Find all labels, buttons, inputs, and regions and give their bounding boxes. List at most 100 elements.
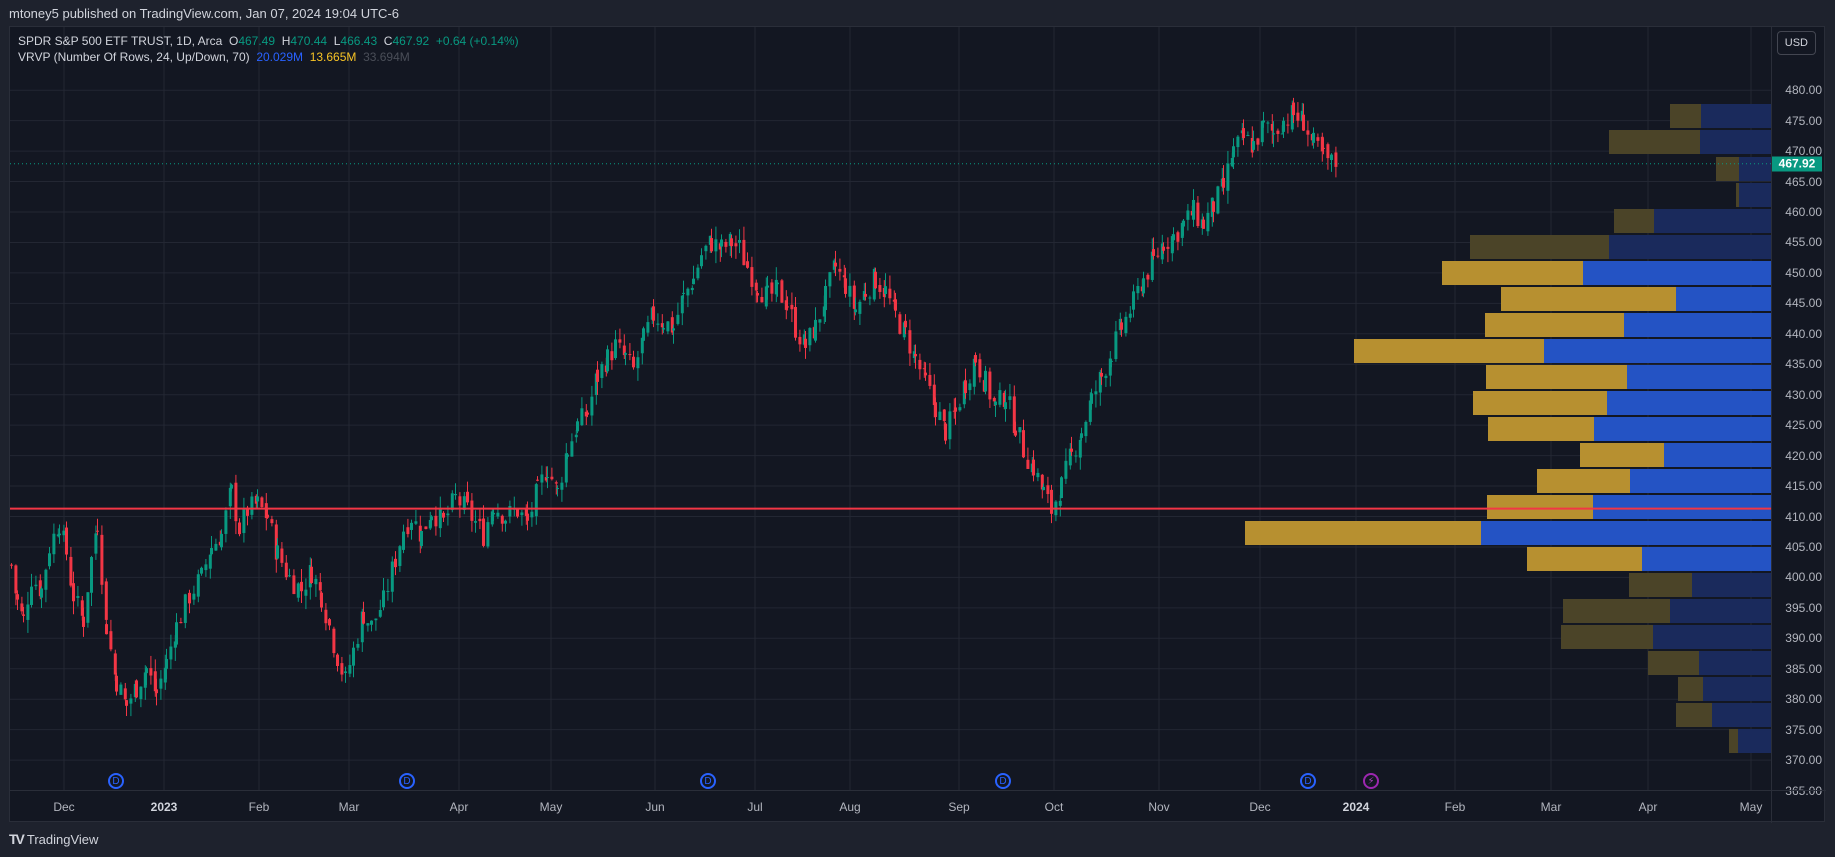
candle-down	[978, 359, 982, 378]
candle-up	[58, 533, 61, 536]
dividend-marker-icon[interactable]: D	[1300, 773, 1316, 789]
candle-up	[818, 319, 822, 323]
footer: TV TradingView	[9, 831, 98, 847]
candle-up	[390, 561, 394, 592]
candle-down	[179, 621, 183, 624]
dividend-marker-icon[interactable]: D	[700, 773, 716, 789]
volume-profile-down-bar	[1629, 573, 1692, 597]
footer-brand: TradingView	[26, 831, 99, 847]
candle-down	[466, 491, 469, 503]
candle-up	[1068, 448, 1072, 466]
price-tick-label: 455.00	[1785, 235, 1822, 250]
candle-down	[22, 614, 25, 616]
candle-down	[874, 271, 877, 289]
candle-up	[570, 441, 574, 457]
candle-down	[992, 397, 996, 402]
candle-up	[1290, 105, 1294, 130]
candle-up	[994, 401, 997, 406]
price-axis[interactable]: USD 480.00 475.00 470.00 465.00 460.00 455.00…	[1771, 27, 1826, 798]
candle-up	[704, 245, 708, 252]
candle-up	[224, 510, 228, 534]
currency-button[interactable]: USD	[1776, 31, 1816, 55]
candle-down	[798, 336, 802, 345]
candle-down	[318, 582, 322, 591]
earnings-lightning-icon[interactable]: ⚡	[1363, 773, 1379, 789]
volume-profile-up-bar	[1544, 339, 1771, 363]
indicator-down-volume: 13.665M	[309, 50, 357, 64]
time-tick-label: Sep	[948, 800, 970, 814]
price-tick-label: 475.00	[1785, 113, 1822, 128]
candle-up	[902, 322, 906, 338]
candle-down	[1014, 430, 1017, 436]
time-tick-label: Oct	[1044, 800, 1064, 814]
candle-up	[1186, 210, 1190, 220]
candle-up	[938, 411, 942, 421]
candle-up	[196, 574, 200, 597]
price-tick-label: 445.00	[1785, 296, 1822, 311]
time-axis[interactable]: Dec 2023 Feb Mar Apr May Jun Jul Aug Sep Oct Nov Dec…	[10, 790, 1771, 823]
indicator-name[interactable]: VRVP (Number Of Rows, 24, Up/Down, 70)	[18, 50, 250, 64]
candle-down	[10, 564, 13, 566]
candle-down	[928, 374, 932, 386]
candle-up	[560, 482, 564, 490]
candle-up	[1136, 286, 1140, 294]
candle-up	[984, 370, 987, 392]
volume-profile-down-bar	[1648, 651, 1699, 675]
price-tick-label: 390.00	[1785, 631, 1822, 646]
symbol-name[interactable]: SPDR S&P 500 ETF TRUST, 1D, Arca	[18, 34, 223, 48]
volume-profile-down-bar	[1488, 417, 1594, 441]
volume-profile-down-bar	[1487, 495, 1593, 519]
candle-down	[1276, 130, 1280, 134]
dividend-marker-icon[interactable]: D	[399, 773, 415, 789]
candle-up	[636, 357, 640, 369]
candle-down	[760, 296, 764, 303]
candle-up	[1088, 400, 1092, 422]
candle-up	[1252, 141, 1255, 150]
candle-up	[90, 557, 93, 593]
candle-down	[596, 369, 599, 382]
candle-down	[618, 339, 622, 343]
time-tick-label: Apr	[1638, 800, 1658, 814]
candle-up	[398, 546, 402, 566]
candle-up	[1272, 133, 1275, 135]
candle-up	[486, 522, 490, 547]
candle-down	[610, 351, 614, 361]
price-tick-label: 380.00	[1785, 692, 1822, 707]
candle-up	[169, 646, 173, 660]
candle-up	[714, 239, 718, 252]
candle-down	[746, 261, 749, 268]
candle-down	[434, 515, 438, 527]
candle-down	[1002, 392, 1006, 407]
candle-up	[606, 349, 609, 372]
candle-down	[888, 288, 892, 299]
candle-up	[430, 516, 433, 521]
candle-up	[566, 454, 569, 457]
dividend-marker-icon[interactable]: D	[995, 773, 1011, 789]
volume-profile-down-bar	[1501, 287, 1676, 311]
candle-down	[724, 241, 728, 247]
candle-down	[246, 507, 249, 516]
price-tick-label: 460.00	[1785, 205, 1822, 219]
indicator-legend-row[interactable]: VRVP (Number Of Rows, 24, Up/Down, 70) 2…	[18, 49, 519, 65]
candle-down	[1046, 485, 1050, 495]
candle-down	[794, 307, 797, 338]
candle-up	[776, 282, 779, 285]
candle-up	[546, 477, 549, 479]
candle-down	[550, 476, 554, 480]
candle-down	[1050, 489, 1053, 514]
candle-up	[159, 678, 163, 689]
candle-down	[238, 522, 241, 535]
volume-profile-down-bar	[1485, 313, 1624, 337]
candle-up	[646, 322, 650, 333]
candle-up	[858, 301, 862, 314]
symbol-legend-row[interactable]: SPDR S&P 500 ETF TRUST, 1D, Arca O467.49…	[18, 33, 519, 49]
candle-down	[1022, 430, 1025, 458]
chart-pane[interactable]: SPDR S&P 500 ETF TRUST, 1D, Arca O467.49…	[10, 27, 1771, 790]
candle-up	[1036, 472, 1040, 478]
price-chart-canvas[interactable]	[10, 27, 1771, 790]
candle-down	[894, 299, 897, 311]
volume-profile-up-bar	[1593, 495, 1771, 519]
candle-down	[300, 581, 303, 592]
candle-up	[1246, 135, 1250, 137]
dividend-marker-icon[interactable]: D	[108, 773, 124, 789]
